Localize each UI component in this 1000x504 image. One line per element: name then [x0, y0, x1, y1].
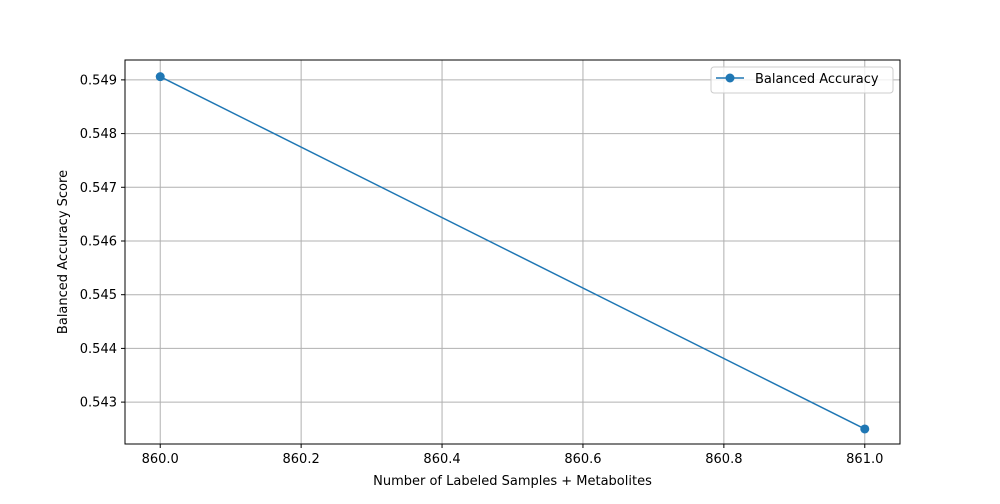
y-axis-label: Balanced Accuracy Score	[56, 170, 71, 334]
legend-box	[710, 66, 894, 94]
y-tick-label: 0.546	[80, 234, 117, 249]
y-tick-label: 0.545	[80, 288, 117, 303]
legend-point-marker	[725, 73, 735, 83]
series-line	[159, 75, 866, 430]
y-axis-ticks: 0.543 0.544 0.545 0.546 0.547 0.548 0.549	[80, 73, 125, 411]
grid-lines	[125, 60, 900, 444]
x-tick-label: 860.4	[423, 452, 460, 467]
y-tick-label: 0.543	[80, 396, 117, 411]
y-tick-label: 0.549	[80, 73, 117, 88]
y-tick-label: 0.544	[80, 342, 117, 357]
y-tick-label: 0.548	[80, 127, 117, 142]
x-axis-ticks: 860.0 860.2 860.4 860.6 860.8 861.0	[142, 444, 883, 467]
x-tick-label: 860.6	[564, 452, 601, 467]
legend-label: Balanced Accuracy	[755, 72, 879, 87]
series-layer	[155, 72, 870, 434]
x-tick-label: 860.8	[705, 452, 742, 467]
y-tick-label: 0.547	[80, 181, 117, 196]
x-tick-label: 860.2	[283, 452, 320, 467]
x-tick-label: 861.0	[846, 452, 883, 467]
legend: Balanced Accuracy	[710, 66, 894, 94]
data-point	[860, 424, 870, 434]
plot-area-frame	[124, 59, 901, 445]
x-axis-label: Number of Labeled Samples + Metabolites	[373, 474, 652, 489]
x-tick-label: 860.0	[142, 452, 179, 467]
data-point	[155, 72, 165, 82]
